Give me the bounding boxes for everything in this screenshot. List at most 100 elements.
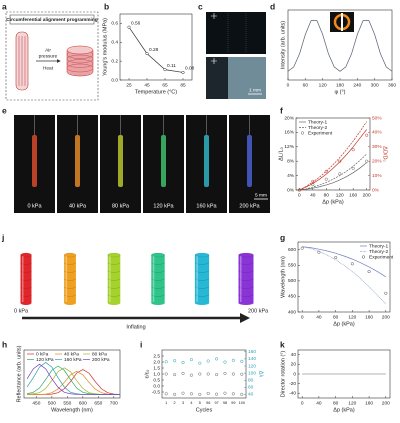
- cylinder-top: [151, 252, 165, 258]
- cylinder-ring: [194, 262, 210, 265]
- x-tick-label: 40: [310, 192, 316, 198]
- data-label: 0.28: [149, 47, 159, 53]
- x-tick-label: 450: [32, 400, 40, 406]
- data-point: [173, 359, 177, 363]
- panel-label: g: [280, 232, 285, 242]
- series-line: [26, 363, 120, 395]
- y-axis-label: Director rotation (°): [280, 351, 286, 398]
- y-tick-label: 1.5: [153, 365, 160, 371]
- frame-label: 120 kPa: [153, 203, 174, 209]
- legend-label: Theory-2: [369, 249, 389, 255]
- data-point: [240, 392, 244, 396]
- tube: [118, 135, 123, 187]
- scale-label: 5 mm: [255, 192, 267, 198]
- scale-label: 1 mm: [249, 87, 261, 93]
- panel-label: j: [1, 232, 4, 242]
- cylinder-shine: [240, 256, 242, 302]
- arrow-head: [240, 313, 250, 323]
- panel-frame: [5, 11, 99, 101]
- x-tick-label: 40: [316, 314, 322, 320]
- cylinder-ring: [107, 270, 121, 273]
- label: pressure: [39, 53, 58, 59]
- y-tick-label: -0.5: [152, 389, 161, 395]
- y-axis-label: Wavelength (nm): [280, 256, 286, 298]
- y-tick-label: 0.0: [153, 383, 160, 389]
- series-line: [299, 129, 367, 191]
- y-tick-label: 0.0: [111, 77, 118, 83]
- y2-axis-label: Δλ: [258, 371, 264, 378]
- legend-label: Theory-2: [308, 125, 328, 131]
- x-tick-label: 200: [382, 400, 390, 406]
- y-tick-label: 600: [288, 247, 296, 253]
- y-tick-label: 0.2: [111, 58, 118, 64]
- data-point: [163, 68, 167, 72]
- x-tick-label: 700: [110, 400, 118, 406]
- plot-frame: [161, 349, 247, 399]
- data-point: [324, 177, 328, 181]
- y2-tick-label: 100: [248, 370, 256, 376]
- data-point: [231, 392, 235, 396]
- data-point: [206, 359, 210, 363]
- y-tick-label: 20%: [284, 115, 294, 121]
- legend-label: 160 kPa: [64, 357, 82, 363]
- cylinder-shine: [65, 256, 68, 302]
- panel-title: Circumferential alignment programming: [6, 17, 97, 23]
- legend-label: Theory-1: [369, 243, 389, 249]
- y-tick-label: 12%: [284, 144, 294, 150]
- data-point: [365, 159, 369, 163]
- frame-label: 160 kPa: [196, 203, 217, 209]
- x-tick-label: 650: [94, 400, 102, 406]
- cylinder-bottom: [238, 301, 254, 305]
- inset-line: [341, 13, 343, 31]
- x-tick-label: 180: [336, 82, 344, 88]
- cylinder-shine: [152, 256, 155, 302]
- cylinder-ring: [151, 294, 165, 297]
- legend-label: Theory-1: [308, 119, 328, 125]
- title-box: [9, 14, 95, 25]
- cylinder-ring: [20, 270, 32, 273]
- x-tick-label: 96: [206, 401, 210, 405]
- x-tick-label: 98: [223, 401, 227, 405]
- data-point: [164, 372, 168, 376]
- series-line: [299, 162, 367, 191]
- x-axis-label: Wavelength (nm): [51, 407, 93, 413]
- cylinder-ring: [20, 278, 32, 281]
- data-point: [350, 262, 354, 266]
- series-line: [128, 27, 184, 73]
- data-point: [127, 25, 131, 29]
- data-point: [231, 358, 235, 362]
- data-label: 0.08: [185, 66, 195, 72]
- y-tick-label: 0.6: [111, 21, 118, 27]
- data-label: 0.11: [167, 63, 176, 69]
- y-tick-label: 0: [293, 371, 296, 377]
- y-tick-label: -40: [289, 390, 296, 396]
- y-tick-label: 16%: [284, 130, 294, 136]
- label: Air: [45, 47, 51, 53]
- data-point: [367, 270, 371, 274]
- x-tick-label: 97: [214, 401, 218, 405]
- cylinder-ring: [64, 286, 76, 289]
- data-point: [181, 360, 185, 364]
- data-point: [240, 372, 244, 376]
- cylinder-ring: [151, 270, 165, 273]
- cylinder-ring: [238, 294, 254, 297]
- cylinder: [64, 255, 76, 303]
- frame-label: 0 kPa: [27, 203, 42, 209]
- y-tick-label: 1.0: [153, 371, 160, 377]
- y-tick-label: -20: [289, 381, 296, 387]
- x-tick-label: 80: [333, 314, 339, 320]
- cylinder-ring: [238, 278, 254, 281]
- plot-frame: [23, 349, 121, 399]
- cylinder-ring: [238, 270, 254, 273]
- x-tick-label: 600: [79, 400, 87, 406]
- cylinder-ring: [107, 286, 121, 289]
- cylinder-top: [107, 252, 121, 258]
- y-axis-label: Reflectance (arb. units): [16, 345, 22, 402]
- cylinder-bottom: [151, 301, 165, 305]
- series-line: [299, 153, 367, 191]
- x-tick-label: 160: [365, 314, 373, 320]
- x-tick-label: 160: [365, 400, 373, 406]
- y2-axis-label: ΔD/D₀: [382, 146, 388, 161]
- legend-label: 0 kPa: [36, 351, 49, 357]
- data-label: 0.56: [131, 20, 141, 26]
